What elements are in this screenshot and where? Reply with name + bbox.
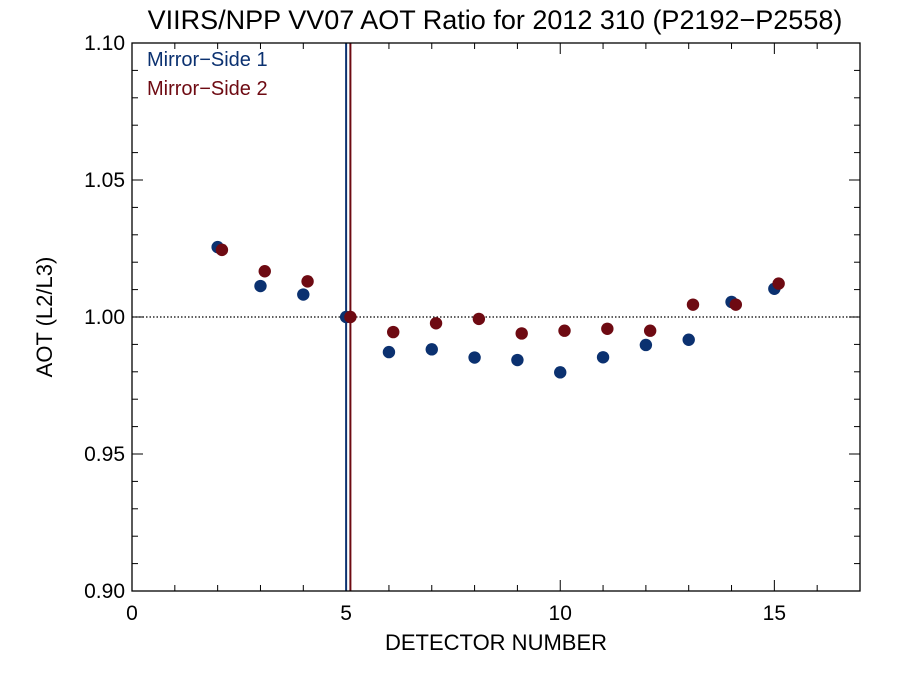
x-axis-title: DETECTOR NUMBER	[385, 630, 607, 655]
data-point-series-2	[301, 275, 314, 288]
x-tick-label: 10	[549, 602, 572, 625]
legend: Mirror−Side 1 Mirror−Side 2	[147, 49, 268, 100]
data-point-series-2	[472, 312, 486, 326]
data-point-series-1	[254, 279, 267, 293]
data-point-series-2	[601, 322, 614, 335]
y-tick-label: 0.90	[84, 580, 125, 603]
chart-title: VIIRS/NPP VV07 AOT Ratio for 2012 310 (P…	[148, 5, 843, 35]
data-point-series-1	[297, 288, 310, 301]
data-point-series-2	[387, 325, 400, 339]
y-tick-label: 0.95	[84, 443, 125, 466]
y-tick-label: 1.00	[84, 306, 125, 329]
data-point-series-2	[643, 324, 657, 337]
data-point-series-2	[344, 310, 357, 324]
data-point-series-1	[596, 351, 610, 364]
data-point-series-2	[258, 265, 271, 278]
y-tick-label: 1.10	[84, 32, 125, 55]
data-point-series-2	[215, 243, 229, 257]
legend-label-mirror-side-1: Mirror−Side 1	[147, 49, 268, 71]
x-tick-label: 0	[126, 602, 138, 625]
data-point-series-1	[554, 366, 567, 379]
data-point-series-1	[511, 353, 524, 367]
data-point-series-2	[686, 298, 700, 311]
data-point-series-1	[425, 343, 438, 356]
plot-frame	[131, 42, 861, 592]
data-point-series-2	[515, 327, 528, 340]
y-tick-label: 1.05	[84, 169, 125, 192]
data-point-series-1	[382, 345, 396, 359]
data-point-series-2	[429, 317, 443, 330]
x-tick-label: 15	[763, 602, 786, 625]
data-point-series-2	[558, 324, 571, 337]
legend-label-mirror-side-2: Mirror−Side 2	[147, 78, 268, 100]
data-point-series-2	[772, 277, 785, 290]
x-tick-label: 5	[340, 602, 352, 625]
data-point-series-1	[682, 333, 695, 346]
data-point-series-1	[468, 351, 481, 364]
y-axis-title: AOT (L2/L3)	[32, 257, 57, 378]
plot-area	[131, 42, 861, 592]
data-point-series-2	[729, 298, 743, 311]
data-point-series-1	[639, 338, 653, 352]
